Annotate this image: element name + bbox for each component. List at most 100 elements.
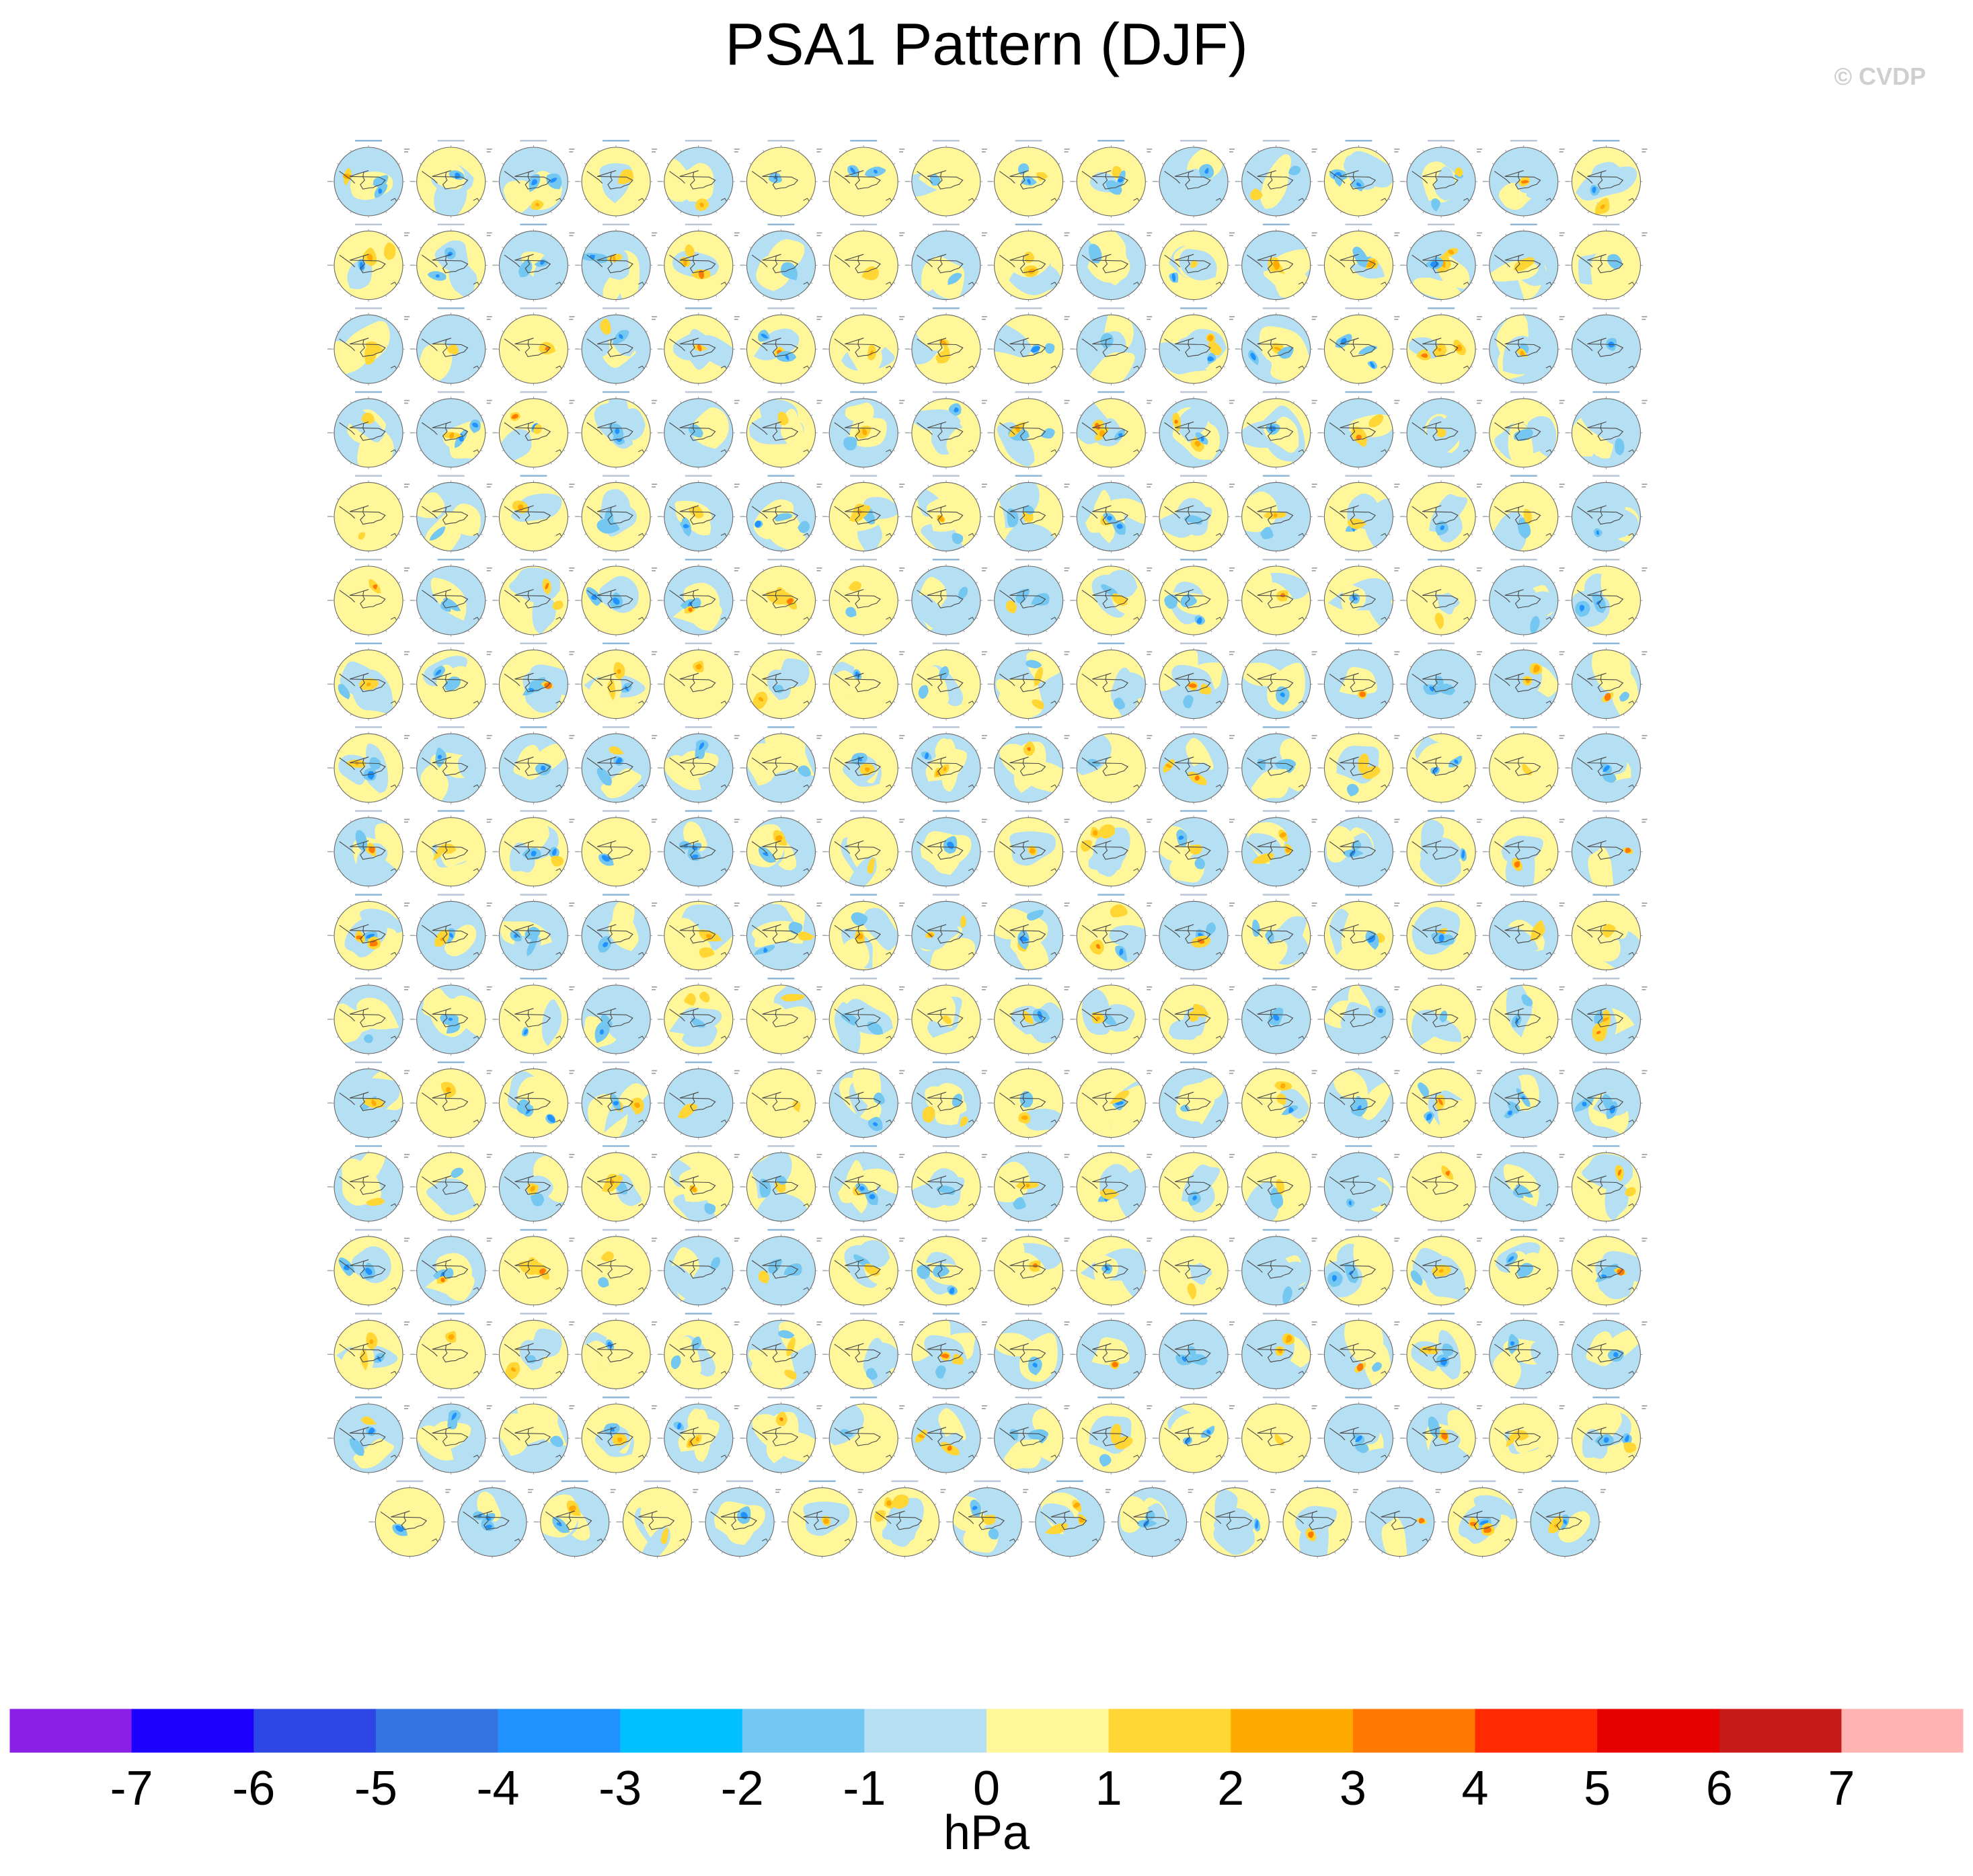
map-panel	[1565, 391, 1648, 469]
colorbar-tick-label: 7	[1828, 1762, 1855, 1815]
map-panel	[822, 559, 905, 637]
panel-title-mark	[1015, 642, 1042, 645]
map-panel	[1317, 894, 1400, 972]
map-panel	[1153, 1145, 1235, 1224]
map-panel	[822, 1061, 905, 1140]
chart-title: PSA1 Pattern (DJF)	[725, 11, 1248, 77]
map-panel	[1153, 475, 1235, 553]
panel-title-mark	[1015, 140, 1042, 142]
map-panel	[1070, 642, 1153, 721]
colorbar-tick-label: 2	[1217, 1762, 1244, 1815]
panel-title-mark	[1262, 223, 1290, 226]
map-panel	[987, 726, 1070, 805]
panel-title-mark	[1345, 223, 1372, 226]
panel-title-mark	[850, 1397, 878, 1399]
panel-title-mark	[355, 307, 382, 309]
panel-title-mark	[1428, 726, 1455, 728]
panel-title-mark	[932, 1145, 960, 1147]
colorbar-swatch	[986, 1709, 1110, 1753]
panel-title-mark	[932, 391, 960, 393]
map-panel	[657, 810, 740, 888]
panel-title-mark	[685, 726, 712, 728]
colorbar-swatch	[1719, 1709, 1842, 1753]
map-panel	[1235, 559, 1317, 637]
panel-title-mark	[437, 810, 465, 812]
panel-title-mark	[1180, 140, 1207, 142]
panel-title-mark	[850, 894, 878, 896]
map-panel	[327, 1397, 410, 1475]
panel-title-mark	[1428, 1061, 1455, 1064]
map-panel	[451, 1480, 533, 1559]
map-panel	[1235, 726, 1317, 805]
panel-title-mark	[1180, 475, 1207, 477]
map-panel	[410, 1061, 492, 1140]
panel-title-mark	[603, 307, 630, 309]
map-panel	[1317, 1397, 1400, 1475]
map-panel	[1400, 1397, 1483, 1475]
panel-title-mark	[1180, 559, 1207, 561]
map-panel	[1400, 391, 1483, 469]
panel-title-mark	[603, 642, 630, 645]
panel-title-mark	[1386, 1480, 1414, 1483]
panel-title-mark	[1592, 1313, 1620, 1315]
panel-title-mark	[1015, 391, 1042, 393]
panel-title-mark	[767, 642, 795, 645]
panel-title-mark	[1097, 642, 1125, 645]
map-panel	[410, 223, 492, 302]
map-panel	[492, 475, 575, 553]
map-panel	[327, 307, 410, 386]
map-panel	[575, 475, 658, 553]
map-panel	[904, 1397, 987, 1475]
panel-title-mark	[520, 1228, 547, 1231]
map-panel	[410, 1145, 492, 1224]
panel-title-mark	[437, 894, 465, 896]
panel-title-mark	[932, 810, 960, 812]
panel-title-mark	[437, 307, 465, 309]
panel-title-mark	[520, 1145, 547, 1147]
map-panel	[1400, 978, 1483, 1056]
map-panel	[987, 642, 1070, 721]
panel-title-mark	[603, 223, 630, 226]
map-panel	[1235, 1228, 1317, 1307]
map-panel	[1565, 810, 1648, 888]
map-panel	[1565, 1145, 1648, 1224]
panel-title-mark	[685, 1145, 712, 1147]
map-panel	[575, 223, 658, 302]
panel-title-mark	[1428, 391, 1455, 393]
panel-title-mark	[355, 1313, 382, 1315]
panel-title-mark	[1345, 1061, 1372, 1064]
panel-title-mark	[1469, 1480, 1496, 1483]
map-panel	[1482, 559, 1565, 637]
map-panel	[575, 140, 658, 218]
panel-title-mark	[767, 1397, 795, 1399]
panel-title-mark	[1180, 307, 1207, 309]
map-panel	[699, 1480, 781, 1559]
map-panel	[1400, 642, 1483, 721]
panel-title-mark	[1592, 307, 1620, 309]
panel-title-mark	[355, 1061, 382, 1064]
panel-title-mark	[932, 1313, 960, 1315]
map-panel	[1482, 475, 1565, 553]
panel-title-mark	[932, 726, 960, 728]
map-panel	[1235, 475, 1317, 553]
map-panel	[410, 642, 492, 721]
panel-title-mark	[1345, 894, 1372, 896]
panel-title-mark	[520, 475, 547, 477]
panel-title-mark	[437, 1313, 465, 1315]
map-panel	[327, 559, 410, 637]
map-panel	[575, 1313, 658, 1391]
map-panel	[1565, 559, 1648, 637]
colorbar-tick-label: -4	[476, 1762, 519, 1815]
colorbar-swatch	[1597, 1709, 1720, 1753]
map-panel	[1400, 307, 1483, 386]
panel-title-mark	[1015, 894, 1042, 896]
map-panel	[1070, 810, 1153, 888]
panel-title-mark	[932, 307, 960, 309]
panel-title-mark	[1428, 894, 1455, 896]
panel-title-mark	[355, 726, 382, 728]
panel-title-mark	[932, 475, 960, 477]
panel-title-mark	[1097, 140, 1125, 142]
map-panel	[740, 307, 822, 386]
map-panel	[575, 978, 658, 1056]
colorbar-tick-label: -1	[843, 1762, 886, 1815]
